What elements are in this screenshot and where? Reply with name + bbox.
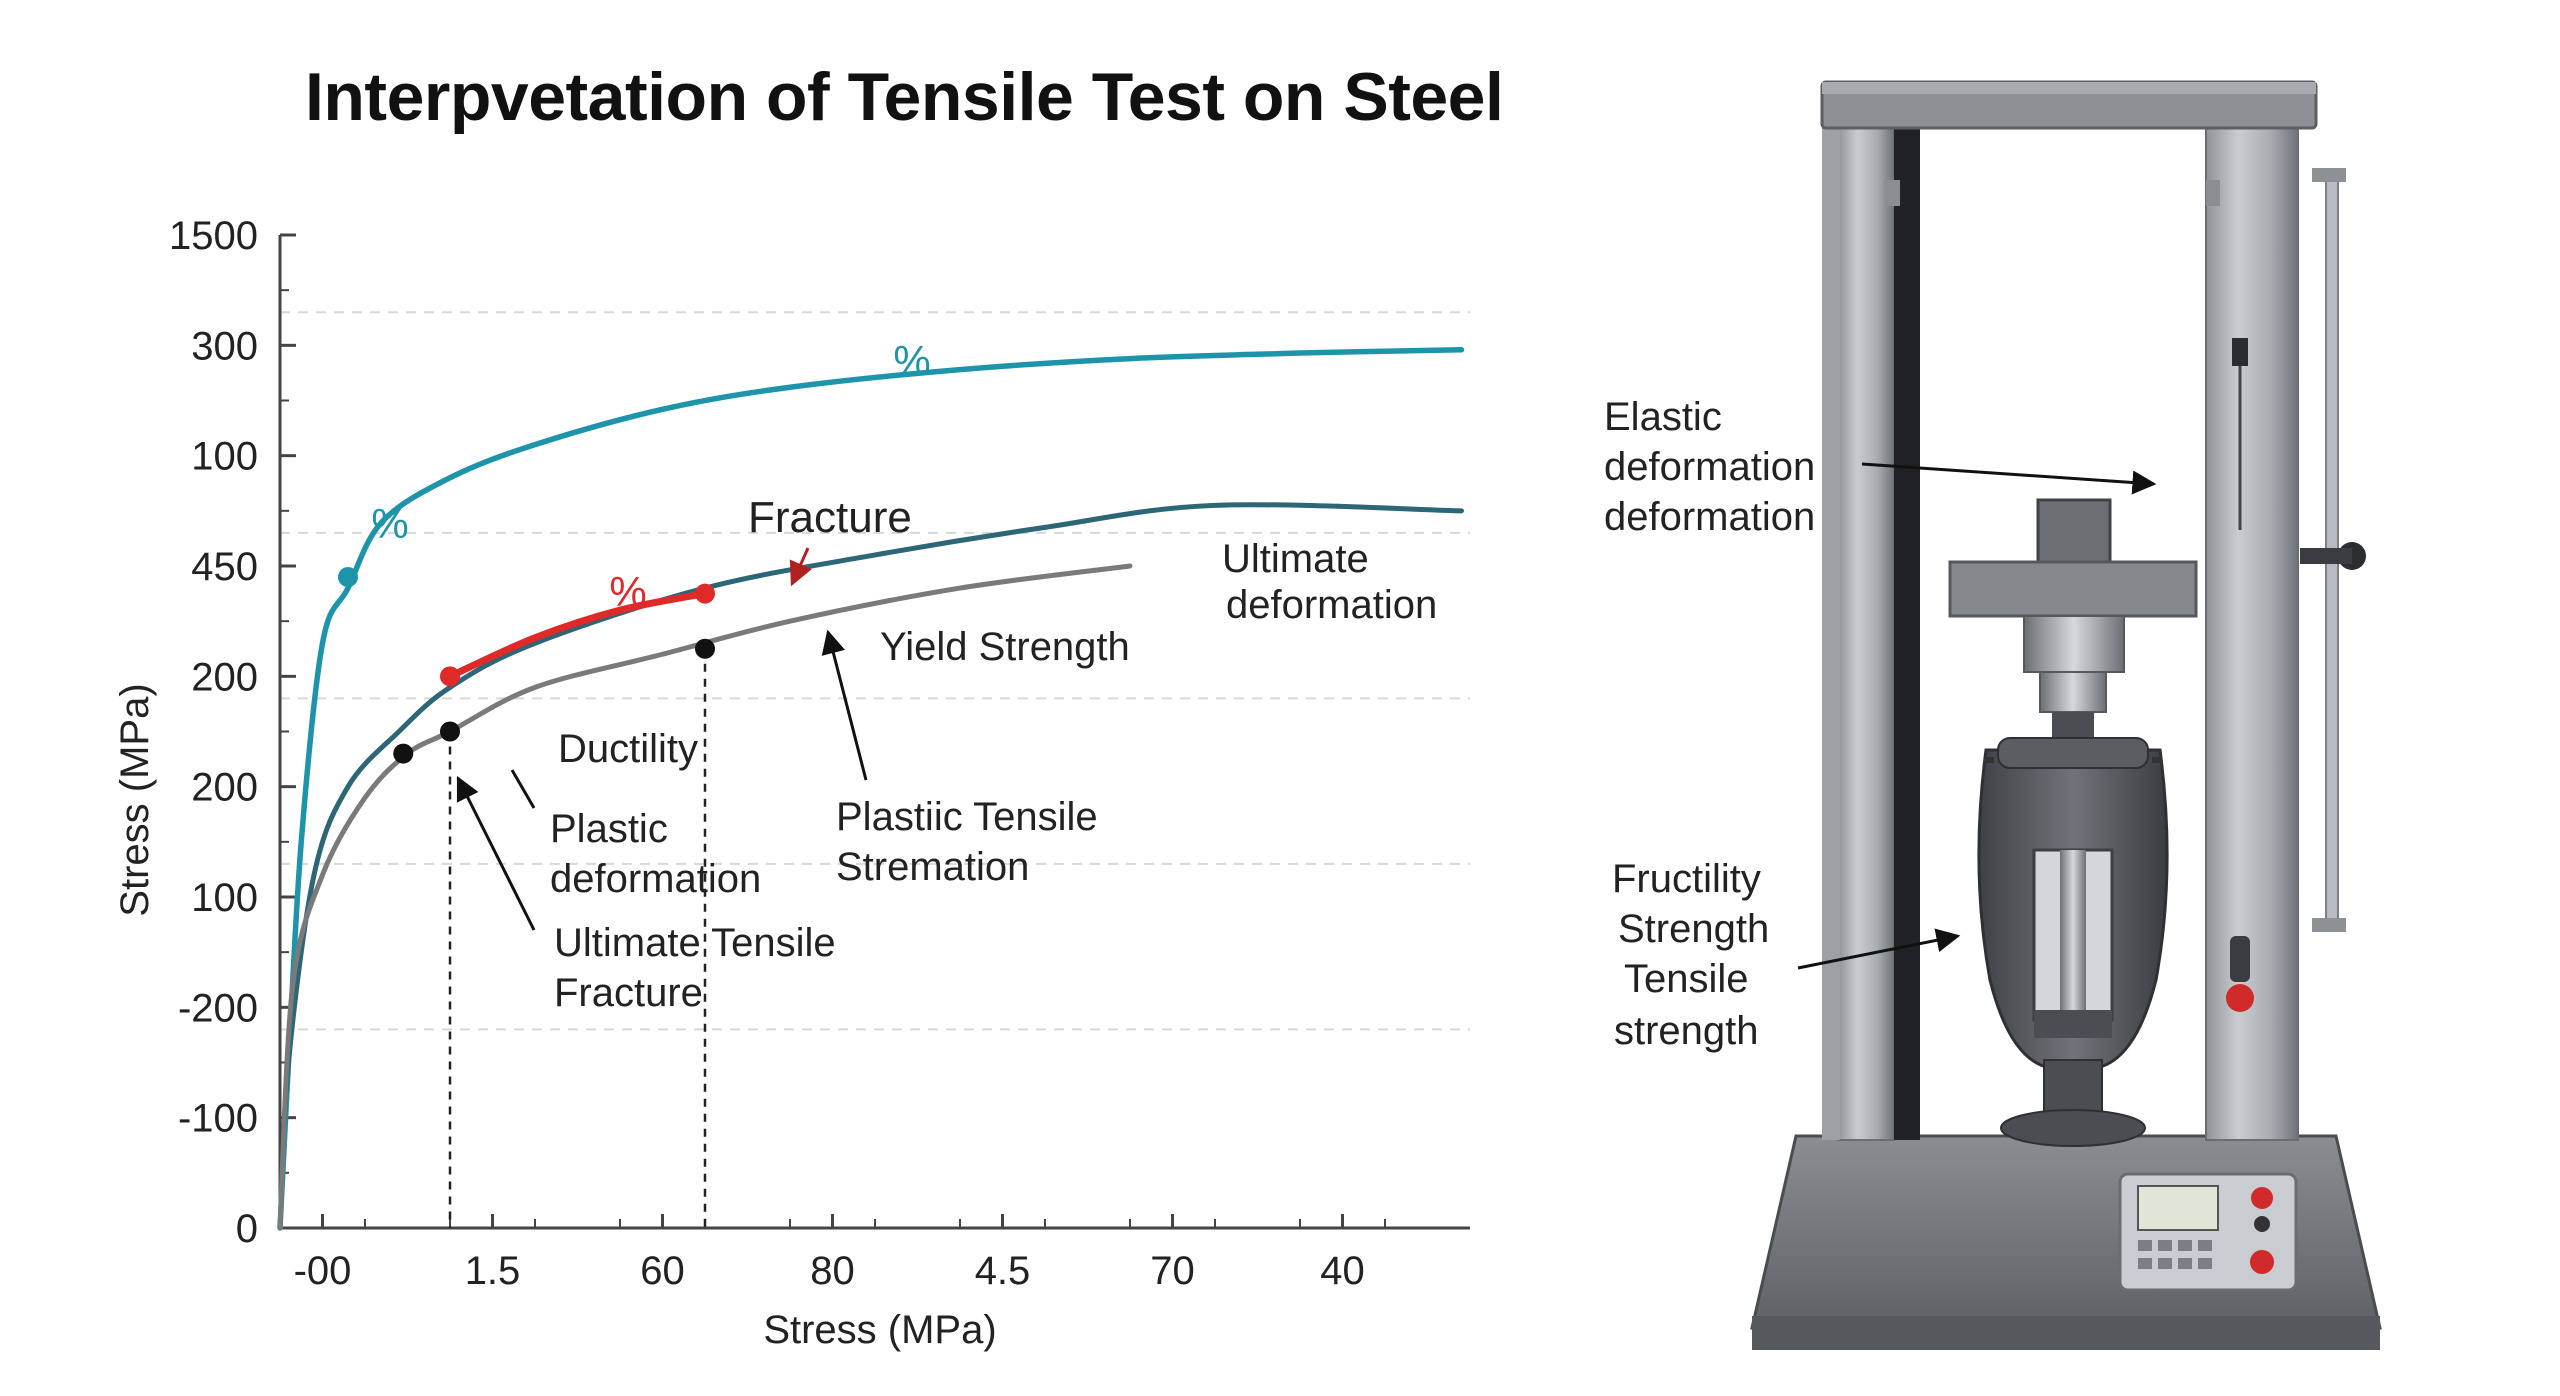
plastic-tensile-label: Plastiic Tensile	[836, 795, 1098, 839]
percent-label: %	[609, 568, 646, 615]
y-tick-label: 1500	[169, 214, 258, 258]
data-point	[440, 666, 460, 687]
lower-mount	[2000, 1109, 2146, 1147]
fracture-label: Fracture	[748, 493, 912, 542]
y-tick-label: -100	[178, 1097, 258, 1141]
moving-crosshead	[1948, 560, 2198, 618]
plastic-tensile-label: Stremation	[836, 845, 1029, 889]
y-tick-label: 0	[236, 1207, 258, 1251]
y-tick-label: -200	[178, 986, 258, 1030]
keypad[interactable]	[2138, 1240, 2212, 1269]
emergency-stop-icon[interactable]	[2251, 1187, 2273, 1209]
x-tick-label: 4.5	[975, 1249, 1031, 1293]
upper-adapter	[2023, 615, 2125, 673]
data-point	[695, 638, 715, 659]
fructility-label: Fructility	[1612, 857, 1761, 901]
rod-bracket	[2312, 918, 2346, 932]
left-column-edge	[1822, 120, 1840, 1140]
y-axis-title: Stress (MPa)	[113, 683, 157, 916]
grid-lines	[280, 311, 1470, 1031]
x-tick-label: 60	[640, 1249, 685, 1293]
upper-grip-bar	[1997, 737, 2149, 769]
lead-screw	[1894, 128, 1920, 1140]
percent-label: %	[371, 500, 408, 547]
ultimate-label: deformation	[1226, 583, 1437, 627]
y-tick-label: 300	[191, 324, 258, 368]
right-column	[2205, 119, 2299, 1141]
elastic-label: deformation	[1604, 495, 1815, 539]
plastic-deformation-label: deformation	[550, 857, 761, 901]
ultimate-tensile-label: Ultimate Tensile	[554, 921, 836, 965]
machine-base-foot	[1752, 1316, 2380, 1350]
page-title: Interpvetation of Tensile Test on Steel	[305, 59, 1504, 135]
ultimate-tensile-arrow	[456, 775, 536, 931]
data-point	[393, 743, 414, 764]
elastic-label: Elastic	[1604, 395, 1722, 439]
yield-arrow	[821, 629, 868, 781]
load-cell	[2036, 498, 2112, 568]
x-tick-label: 70	[1150, 1249, 1195, 1293]
series-red-segment	[446, 590, 709, 680]
yield-strength-label: Yield Strength	[880, 625, 1130, 669]
ultimate-tensile-label: Fracture	[554, 971, 703, 1015]
plastic-deformation-label: Plastic	[550, 807, 668, 851]
control-knob-icon[interactable]	[2254, 1216, 2270, 1232]
x-tick-label: 1.5	[465, 1249, 521, 1293]
stop-button[interactable]	[2250, 1250, 2274, 1274]
chart-series	[277, 346, 1465, 1231]
elastic-label: deformation	[1604, 445, 1815, 489]
x-tick-label: 40	[1320, 1249, 1365, 1293]
plastic-arrow	[510, 769, 536, 809]
handle[interactable]	[2230, 936, 2250, 982]
lower-adapter	[2043, 1059, 2103, 1117]
fructility-label: Strength	[1618, 907, 1769, 951]
display-screen	[2137, 1185, 2219, 1231]
x-tick-label: 80	[810, 1249, 855, 1293]
ultimate-label: Ultimate	[1222, 537, 1369, 581]
data-point	[338, 567, 358, 588]
elastic-arrow	[1861, 462, 2157, 495]
left-column	[1837, 119, 1895, 1141]
chart-points	[338, 567, 715, 764]
y-tick-label: 200	[191, 766, 258, 810]
rod-bracket	[2312, 168, 2346, 182]
series-upper-curve	[277, 346, 1465, 1231]
fructility-label: strength	[1614, 1009, 1759, 1053]
y-tick-label: 200	[191, 655, 258, 699]
data-point	[695, 583, 715, 604]
fructility-label: Tensile	[1624, 957, 1749, 1001]
y-tick-label: 100	[191, 876, 258, 920]
fracture-arrow	[789, 547, 812, 587]
data-point	[440, 721, 460, 742]
percent-label: %	[893, 337, 930, 384]
ductility-label: Ductility	[558, 727, 698, 771]
y-tick-label: 450	[191, 545, 258, 589]
series-lower-curve	[277, 563, 1133, 1231]
x-tick-label: -00	[294, 1249, 352, 1293]
fructility-arrow	[1797, 928, 1961, 970]
extensometer-clip	[2232, 338, 2248, 366]
x-axis-title: Stress (MPa)	[763, 1308, 996, 1352]
test-specimen	[2060, 850, 2086, 1020]
y-tick-label: 100	[191, 435, 258, 479]
red-knob-icon[interactable]	[2226, 984, 2254, 1012]
chart-tick-labels: 0 -100 -200 100 200 200 450 100 300 1500 -00 1.5 60 8…	[169, 214, 1365, 1293]
